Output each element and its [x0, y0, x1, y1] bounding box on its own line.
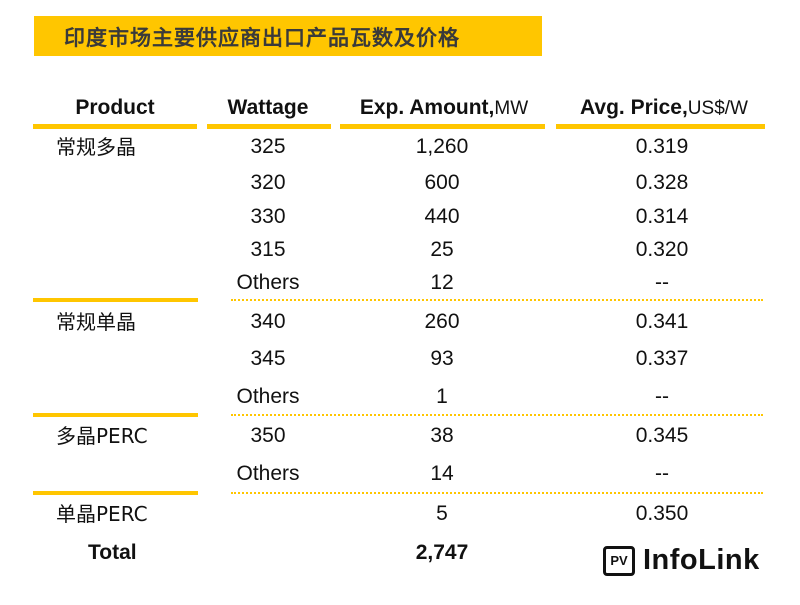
- price-cell: 0.328: [635, 171, 689, 194]
- price-cell: 0.345: [635, 424, 689, 447]
- header-product: Product: [75, 96, 155, 119]
- separator-solid: [33, 491, 198, 495]
- wattage-cell: Others: [236, 385, 300, 408]
- amount-cell: 1: [436, 385, 448, 408]
- logo-text: InfoLink: [643, 544, 760, 576]
- separator-dotted: [231, 414, 763, 416]
- wattage-cell: Others: [236, 271, 300, 294]
- total-label: Total: [88, 541, 137, 564]
- amount-cell: 38: [430, 424, 454, 447]
- wattage-cell: 320: [250, 171, 286, 194]
- price-cell: 0.319: [635, 135, 689, 158]
- wattage-cell: [208, 501, 328, 527]
- separator-solid: [33, 413, 198, 417]
- wattage-cell: 345: [250, 347, 286, 370]
- amount-cell: 25: [430, 238, 454, 261]
- price-cell: --: [655, 271, 669, 294]
- separator-dotted: [231, 492, 763, 494]
- separator-solid: [33, 298, 198, 302]
- wattage-cell: 315: [250, 238, 286, 261]
- product-label: 单晶PERC: [56, 502, 148, 526]
- wattage-cell: 330: [250, 205, 286, 228]
- header-underline-price: [556, 124, 765, 129]
- price-cell: 0.320: [635, 238, 689, 261]
- wattage-cell: 325: [250, 135, 286, 158]
- amount-cell: 260: [424, 310, 460, 333]
- price-cell: --: [655, 462, 669, 485]
- wattage-cell: 350: [250, 424, 286, 447]
- header-price-unit: US$/W: [687, 98, 748, 119]
- price-cell: 0.341: [635, 310, 689, 333]
- amount-cell: 14: [430, 462, 454, 485]
- header-underline-amount: [340, 124, 545, 129]
- wattage-cell: Others: [236, 462, 300, 485]
- amount-cell: 600: [424, 171, 460, 194]
- price-cell: 0.337: [635, 347, 689, 370]
- header-wattage: Wattage: [227, 96, 309, 119]
- header-amount-unit: MW: [494, 98, 529, 119]
- header-price: Avg. Price,US$/W: [580, 96, 748, 119]
- product-label: 常规单晶: [56, 310, 136, 334]
- header-amount: Exp. Amount,MW: [359, 96, 529, 119]
- product-label: 常规多晶: [56, 135, 136, 159]
- price-cell: --: [655, 385, 669, 408]
- amount-cell: 5: [436, 502, 448, 525]
- wattage-cell: 340: [250, 310, 286, 333]
- title-bar: 印度市场主要供应商出口产品瓦数及价格: [34, 16, 542, 56]
- total-amount: 2,747: [415, 541, 469, 564]
- amount-cell: 1,260: [415, 135, 469, 158]
- price-cell: 0.314: [635, 205, 689, 228]
- amount-cell: 12: [430, 271, 454, 294]
- header-underline-product: [33, 124, 197, 129]
- amount-cell: 440: [424, 205, 460, 228]
- table-title: 印度市场主要供应商出口产品瓦数及价格: [64, 26, 460, 50]
- amount-cell: 93: [430, 347, 454, 370]
- price-cell: 0.350: [635, 502, 689, 525]
- separator-dotted: [231, 299, 763, 301]
- header-underline-wattage: [207, 124, 331, 129]
- pv-logo-icon: PV: [603, 546, 635, 576]
- product-label: 多晶PERC: [56, 424, 148, 448]
- infolink-logo: PV InfoLink: [603, 542, 773, 582]
